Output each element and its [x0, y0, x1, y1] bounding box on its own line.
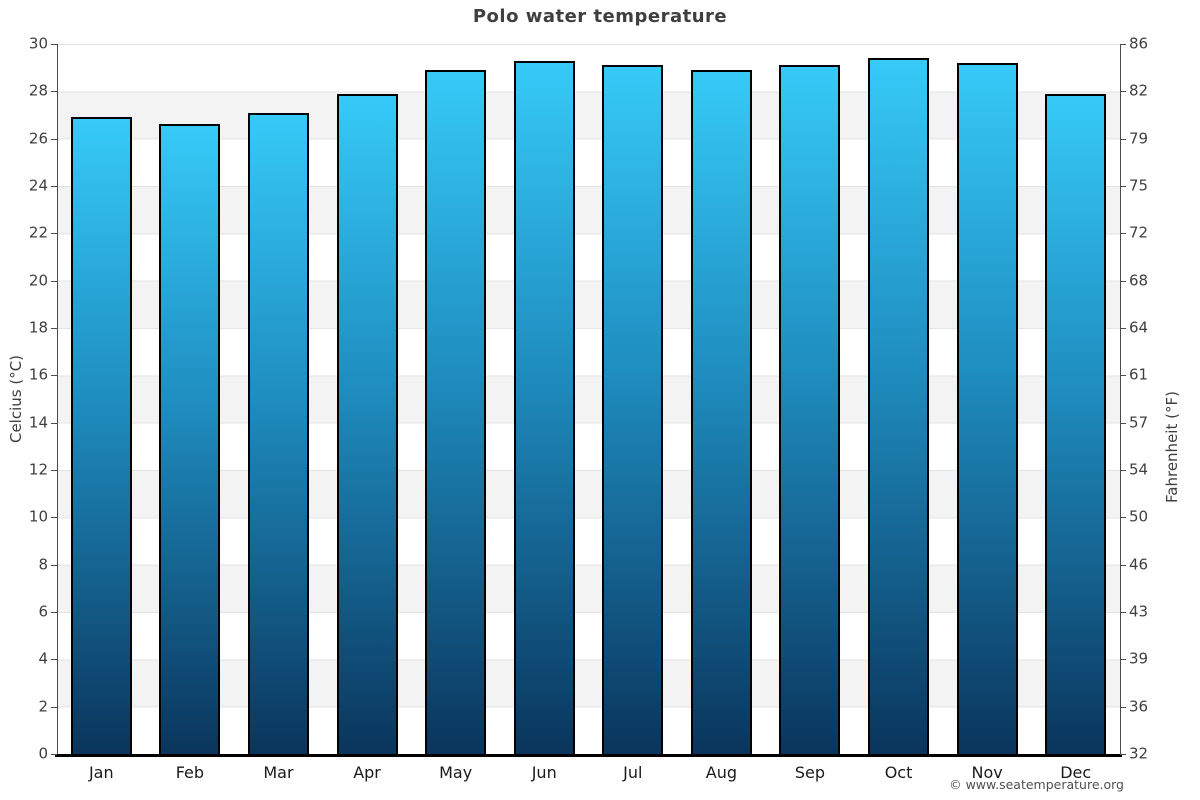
- tick-mark: [51, 280, 57, 282]
- celsius-tick-24: 24: [28, 176, 48, 195]
- fahrenheit-tick-75: 75: [1129, 176, 1149, 195]
- y-axis-label-fahrenheit: Fahrenheit (°F): [1163, 391, 1181, 503]
- fahrenheit-tick-82: 82: [1129, 81, 1149, 100]
- x-label-sep: Sep: [794, 763, 826, 782]
- plot-area: [57, 44, 1120, 754]
- tick-mark: [51, 186, 57, 187]
- tick-mark: [51, 517, 57, 519]
- bar-apr[interactable]: [336, 93, 398, 754]
- celsius-tick-30: 30: [28, 34, 48, 53]
- x-label-apr: Apr: [353, 763, 381, 782]
- bar-mar[interactable]: [247, 112, 309, 754]
- fahrenheit-tick-36: 36: [1129, 697, 1149, 716]
- chart-title: Polo water temperature: [472, 6, 728, 27]
- tick-mark: [51, 138, 57, 140]
- fahrenheit-tick-46: 46: [1129, 555, 1149, 574]
- tick-mark: [51, 706, 57, 708]
- x-axis-line: [55, 754, 1122, 757]
- bar-jul[interactable]: [602, 65, 664, 754]
- tick-mark: [1120, 91, 1126, 93]
- tick-mark: [1120, 138, 1126, 140]
- fahrenheit-tick-32: 32: [1129, 744, 1149, 763]
- x-label-jul: Jul: [623, 763, 643, 782]
- x-label-jan: Jan: [88, 763, 114, 782]
- tick-mark: [51, 375, 57, 377]
- x-label-nov: Nov: [971, 763, 1003, 782]
- fahrenheit-tick-57: 57: [1129, 413, 1149, 432]
- bar-oct[interactable]: [868, 58, 930, 754]
- celsius-tick-28: 28: [28, 81, 48, 100]
- bar-nov[interactable]: [956, 62, 1018, 754]
- y-axis-label-celsius: Celcius (°C): [7, 354, 25, 444]
- x-label-may: May: [439, 763, 473, 782]
- tick-mark: [51, 328, 57, 329]
- tick-mark: [51, 754, 57, 755]
- x-label-oct: Oct: [884, 763, 913, 782]
- x-label-feb: Feb: [175, 763, 205, 782]
- tick-mark: [51, 44, 57, 45]
- bar-sep[interactable]: [779, 65, 841, 754]
- tick-mark: [1120, 186, 1126, 187]
- celsius-tick-12: 12: [28, 460, 48, 479]
- tick-mark: [1120, 564, 1126, 566]
- fahrenheit-tick-61: 61: [1129, 365, 1149, 384]
- fahrenheit-tick-54: 54: [1129, 460, 1149, 479]
- fahrenheit-tick-64: 64: [1129, 318, 1149, 337]
- celsius-tick-16: 16: [28, 365, 48, 384]
- tick-mark: [51, 91, 57, 93]
- tick-mark: [1120, 470, 1126, 471]
- tick-mark: [1120, 612, 1126, 613]
- celsius-tick-4: 4: [38, 649, 48, 668]
- fahrenheit-tick-68: 68: [1129, 271, 1149, 290]
- tick-mark: [51, 233, 57, 235]
- bar-dec[interactable]: [1045, 93, 1107, 754]
- bar-aug[interactable]: [690, 70, 752, 754]
- tick-mark: [1120, 659, 1126, 661]
- x-label-mar: Mar: [263, 763, 294, 782]
- tick-mark: [1120, 517, 1126, 519]
- x-label-jun: Jun: [531, 763, 557, 782]
- fahrenheit-tick-43: 43: [1129, 602, 1149, 621]
- celsius-tick-2: 2: [38, 697, 48, 716]
- tick-mark: [51, 564, 57, 566]
- celsius-tick-14: 14: [28, 413, 48, 432]
- celsius-tick-0: 0: [38, 744, 48, 763]
- bar-jun[interactable]: [513, 60, 575, 754]
- tick-mark: [1120, 328, 1126, 329]
- tick-mark: [1120, 44, 1126, 45]
- celsius-tick-8: 8: [38, 555, 48, 574]
- celsius-tick-18: 18: [28, 318, 48, 337]
- fahrenheit-tick-50: 50: [1129, 507, 1149, 526]
- celsius-tick-6: 6: [38, 602, 48, 621]
- tick-mark: [1120, 233, 1126, 235]
- x-label-aug: Aug: [705, 763, 737, 782]
- tick-mark: [1120, 280, 1126, 282]
- copyright-link[interactable]: © www.seatemperature.org: [949, 777, 1124, 792]
- bar-jan[interactable]: [70, 117, 132, 754]
- tick-mark: [51, 612, 57, 613]
- y-axis-line-left: [57, 44, 58, 755]
- celsius-tick-26: 26: [28, 129, 48, 148]
- tick-mark: [1120, 422, 1126, 424]
- fahrenheit-tick-86: 86: [1129, 34, 1149, 53]
- tick-mark: [1120, 706, 1126, 708]
- tick-mark: [51, 422, 57, 424]
- fahrenheit-tick-72: 72: [1129, 223, 1149, 242]
- tick-mark: [1120, 375, 1126, 377]
- celsius-tick-10: 10: [28, 507, 48, 526]
- tick-mark: [1120, 754, 1126, 755]
- celsius-tick-22: 22: [28, 223, 48, 242]
- x-label-dec: Dec: [1060, 763, 1092, 782]
- tick-mark: [51, 470, 57, 471]
- bar-feb[interactable]: [159, 124, 221, 754]
- celsius-tick-20: 20: [28, 271, 48, 290]
- bar-may[interactable]: [425, 70, 487, 754]
- fahrenheit-tick-79: 79: [1129, 129, 1149, 148]
- fahrenheit-tick-39: 39: [1129, 649, 1149, 668]
- y-axis-line-right: [1120, 44, 1121, 755]
- tick-mark: [51, 659, 57, 661]
